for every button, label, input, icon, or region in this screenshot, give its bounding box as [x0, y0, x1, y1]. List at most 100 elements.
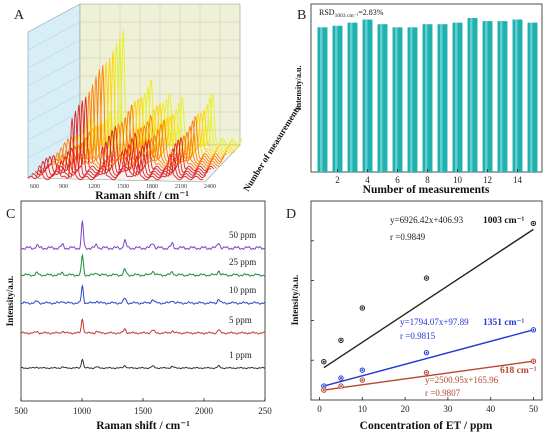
panel-b-tick-label-6: 6 [395, 175, 400, 185]
fit-line-2 [323, 360, 534, 391]
bar-highlight-7 [410, 27, 413, 173]
point-core-1-1 [339, 377, 342, 380]
panel-c-y-label: Intensity/a.u. [5, 276, 15, 327]
point-core-1-3 [425, 351, 428, 354]
panel-d-x-ticks: 0 10 20 30 40 50 [311, 240, 539, 414]
panel-a-grid-wall [27, 93, 81, 123]
panel-b-y-label: Intensity/a.u. [294, 66, 303, 111]
bar-highlight-5 [380, 24, 383, 172]
panel-b-tick-label-4: 4 [365, 175, 370, 185]
panel-a-label: A [14, 8, 25, 23]
panel-d-label: D [286, 207, 296, 222]
series-label-50-ppm: 50 ppm [229, 230, 256, 240]
bar-highlight-12 [485, 21, 488, 172]
panel-c-tick-label-250: 250 [258, 406, 272, 416]
point-core-1-2 [361, 369, 364, 372]
panel-d-tick-label-20: 20 [401, 404, 411, 414]
bar-highlight-3 [350, 22, 353, 172]
panel-a-grid-wall [27, 111, 81, 141]
panel-a-z-label: Number of measurements [241, 103, 302, 193]
panel-d-eq-618: y=2500.95x+165.96 [425, 375, 499, 385]
panel-d-calibration: D 0 10 20 30 40 50 y=6926.42x+406.93 1003 cm⁻… [286, 200, 543, 432]
spectrum-25-ppm [20, 253, 266, 277]
point-core-2-2 [361, 379, 364, 382]
panel-d-frame [310, 200, 543, 401]
panel-c-tick-label-500: 500 [14, 406, 28, 416]
panel-b-tick-label-10: 10 [453, 175, 463, 185]
panel-c-tick-label-2000: 2000 [195, 406, 214, 416]
panel-c-tick-label-1500: 1500 [134, 406, 153, 416]
bar-highlight-1 [320, 27, 323, 173]
point-core-0-4 [532, 222, 535, 225]
spectrum-5-ppm [20, 318, 266, 335]
panel-d-plot [321, 220, 537, 393]
panel-d-eq-1351: y=1794.07x+97.89 [400, 317, 469, 327]
bar-highlight-11 [470, 18, 473, 172]
point-core-1-0 [322, 385, 325, 388]
bar-highlight-14 [515, 19, 518, 172]
panel-d-label-1351: 1351 cm⁻¹ [483, 318, 525, 328]
point-core-1-4 [532, 328, 535, 331]
bar-highlight-10 [455, 22, 458, 172]
panel-d-tick-label-0: 0 [317, 404, 322, 414]
panel-b-rsd-annotation: RSD1003 cm⁻¹=2.83% [319, 8, 384, 19]
fit-line-1 [323, 329, 534, 387]
panel-d-y-label: Intensity/a.u. [290, 275, 300, 326]
panel-a-tick-label-2400: 2400 [204, 184, 216, 190]
series-label-5-ppm: 5 ppm [229, 315, 252, 325]
panel-a-grid-wall [27, 75, 81, 105]
panel-c-label: C [6, 207, 15, 222]
panel-a-grid-wall [27, 39, 81, 69]
point-core-0-2 [361, 306, 364, 309]
point-core-2-1 [339, 385, 342, 388]
panel-d-tick-label-40: 40 [486, 404, 496, 414]
panel-a-tick-label-2100: 2100 [175, 184, 187, 190]
bar-highlight-6 [395, 27, 398, 173]
panel-a-x-label: Raman shift / cm⁻¹ [95, 190, 189, 202]
panel-a-grid-wall [27, 21, 81, 51]
bar-highlight-13 [500, 21, 503, 172]
panel-b-tick-label-8: 8 [425, 175, 430, 185]
series-label-10-ppm: 10 ppm [229, 285, 256, 295]
bar-highlight-8 [425, 24, 428, 172]
panel-c-x-label: Raman shift / cm⁻¹ [96, 420, 190, 432]
panel-a-tick-label-1500: 1500 [117, 184, 129, 190]
panel-b-label: B [297, 8, 306, 23]
panel-d-tick-label-10: 10 [358, 404, 368, 414]
spectrum-1-ppm [20, 358, 266, 370]
panel-a-tick-label-1200: 1200 [88, 184, 100, 190]
panel-a-spectrum-2 [31, 110, 207, 178]
panel-b-x-label: Number of measurements [363, 184, 490, 196]
panel-a-x-ticks: 600 900 1200 1500 1800 2100 2400 [30, 184, 216, 190]
panel-a-3d-spectra: A 600 900 1200 1500 1800 2100 2400 Raman shift… [14, 3, 303, 202]
panel-c-spectra: C 50 ppm 25 ppm 10 ppm 5 ppm 1 ppm 500 1000 15… [5, 200, 272, 432]
point-core-2-4 [532, 360, 535, 363]
panel-d-label-618: 618 cm⁻¹ [500, 366, 537, 376]
panel-d-eq-1003: y=6926.42x+406.93 [390, 215, 464, 225]
spectrum-10-ppm [20, 284, 266, 305]
point-core-2-3 [425, 371, 428, 374]
panel-a-tick-label-600: 600 [30, 184, 39, 190]
panel-b-tick-label-12: 12 [483, 175, 492, 185]
panel-a-spectrum-1 [27, 118, 204, 181]
fit-line-0 [323, 228, 534, 369]
bar-highlight-15 [530, 22, 533, 172]
point-core-0-0 [322, 360, 325, 363]
panel-a-spectrum-6 [46, 91, 217, 169]
panel-c-x-ticks: 500 1000 1500 2000 250 [14, 398, 272, 416]
panel-a-tick-label-900: 900 [59, 184, 68, 190]
panel-d-tick-label-30: 30 [443, 404, 453, 414]
panel-b-x-ticks: 2 4 6 8 10 12 14 [335, 169, 523, 185]
panel-d-r-1351: r =0.9815 [400, 331, 436, 341]
panel-a-grid [27, 4, 240, 159]
panel-d-label-1003: 1003 cm⁻¹ [483, 216, 525, 226]
panel-d-tick-label-50: 50 [529, 404, 539, 414]
panel-a-spectra [27, 29, 243, 181]
panel-b-tick-label-2: 2 [335, 175, 340, 185]
panel-b-tick-label-14: 14 [513, 175, 523, 185]
panel-d-x-label: Concentration of ET / ppm [360, 420, 493, 432]
point-core-2-0 [322, 389, 325, 392]
panel-d-r-618: r =0.9807 [425, 388, 461, 398]
panel-d-r-1003: r =0.9849 [390, 232, 426, 242]
